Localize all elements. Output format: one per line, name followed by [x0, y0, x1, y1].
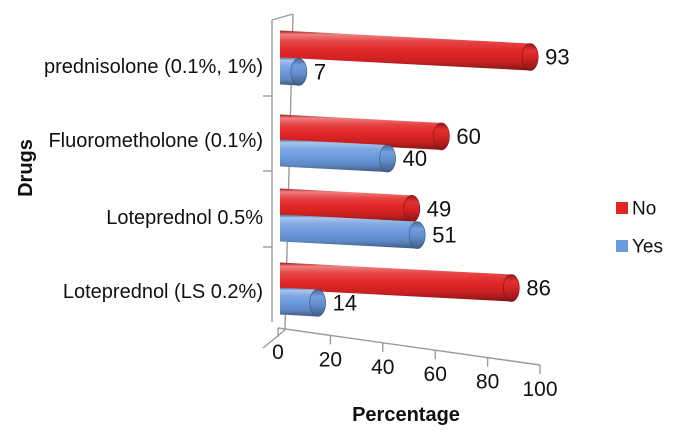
- legend: No Yes: [616, 199, 663, 258]
- bar-no-3-end-cap: [503, 274, 520, 302]
- bar-no-2: [280, 188, 420, 223]
- value-label: 40: [403, 146, 427, 171]
- bar-yes-1: [280, 139, 396, 173]
- category-label-1: Fluorometholone (0.1%): [48, 130, 263, 152]
- legend-swatch-no: [616, 202, 628, 214]
- legend-label-no: No: [632, 199, 656, 220]
- bar-no-2-end-cap: [403, 195, 421, 223]
- value-label: 86: [526, 276, 550, 301]
- value-label: 93: [545, 45, 569, 70]
- x-tick-label: 20: [319, 348, 342, 371]
- labels-layer: 93 7 prednisolone (0.1%, 1%) 60 40 Fluorometh…: [15, 45, 570, 426]
- bar-no-0-end-cap: [521, 43, 539, 71]
- bar-yes-0-end-cap: [290, 58, 308, 86]
- value-label: 49: [427, 196, 451, 221]
- bar-yes-3-end-cap: [309, 289, 326, 317]
- y-axis-title: Drugs: [15, 139, 37, 197]
- category-label-3: Loteprednol (LS 0.2%): [63, 281, 263, 303]
- x-tick-label: 60: [424, 363, 447, 386]
- axis-frame-line: [271, 13, 294, 21]
- legend-label-yes: Yes: [632, 237, 663, 258]
- bar-yes-2: [280, 214, 426, 249]
- bars-layer: [280, 30, 539, 317]
- value-label: 60: [456, 124, 480, 149]
- x-axis-line: [277, 327, 541, 366]
- x-tick-label: 40: [371, 356, 394, 379]
- x-axis-title: Percentage: [352, 404, 460, 426]
- value-label: 51: [432, 223, 456, 248]
- axis-frame-line: [262, 329, 286, 349]
- x-tick-label: 80: [476, 371, 499, 394]
- bar-no-1: [280, 114, 450, 150]
- value-label: 7: [314, 59, 326, 84]
- x-tick-label: 0: [272, 341, 284, 364]
- value-label: 14: [333, 290, 357, 315]
- legend-swatch-yes: [616, 240, 628, 252]
- category-label-0: prednisolone (0.1%, 1%): [44, 56, 263, 78]
- bar-yes-2-end-cap: [408, 221, 426, 249]
- bar-no-0: [280, 30, 539, 71]
- x-tick-label: 100: [522, 378, 557, 401]
- bar-no-3: [280, 262, 520, 302]
- category-label-2: Loteprednol 0.5%: [106, 207, 263, 229]
- bar-no-1-end-cap: [433, 122, 450, 151]
- bar-yes-1-end-cap: [379, 144, 396, 173]
